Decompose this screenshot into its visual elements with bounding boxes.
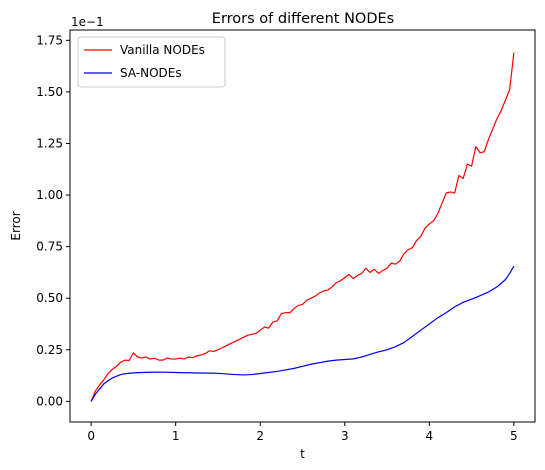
y-axis-label: Error bbox=[9, 211, 23, 240]
x-tick-label: 5 bbox=[510, 429, 518, 443]
x-tick-label: 3 bbox=[341, 429, 349, 443]
series-layer bbox=[90, 52, 515, 402]
y-tick-label: 1.25 bbox=[36, 136, 63, 150]
series-line-sa-nodes bbox=[90, 265, 515, 402]
plot-area bbox=[70, 30, 535, 422]
legend-label-vanilla-nodes: Vanilla NODEs bbox=[120, 43, 205, 57]
legend-box bbox=[77, 36, 226, 88]
x-tick-label: 2 bbox=[256, 429, 264, 443]
y-tick-label: 1.00 bbox=[36, 188, 63, 202]
plot-frame bbox=[69, 29, 536, 423]
y-axis-scale-label: 1e−1 bbox=[71, 15, 104, 29]
series-line-vanilla-nodes bbox=[90, 52, 515, 402]
legend: Vanilla NODEs SA-NODEs bbox=[77, 36, 226, 88]
x-axis-ticks: 0 1 2 3 4 5 bbox=[87, 422, 518, 443]
y-axis-ticks: 0.00 0.25 0.50 0.75 1.00 1.25 1.50 1.75 bbox=[36, 33, 70, 408]
y-tick-label: 1.50 bbox=[36, 85, 63, 99]
x-tick-label: 1 bbox=[172, 429, 180, 443]
y-tick-label: 1.75 bbox=[36, 33, 63, 47]
x-tick-label: 0 bbox=[87, 429, 95, 443]
legend-label-sa-nodes: SA-NODEs bbox=[120, 66, 182, 80]
x-tick-label: 4 bbox=[425, 429, 433, 443]
chart-title: Errors of different NODEs bbox=[212, 11, 394, 27]
y-tick-label: 0.25 bbox=[36, 343, 63, 357]
x-axis-label: t bbox=[300, 447, 305, 461]
y-tick-label: 0.00 bbox=[36, 394, 63, 408]
y-tick-label: 0.75 bbox=[36, 240, 63, 254]
y-tick-label: 0.50 bbox=[36, 291, 63, 305]
